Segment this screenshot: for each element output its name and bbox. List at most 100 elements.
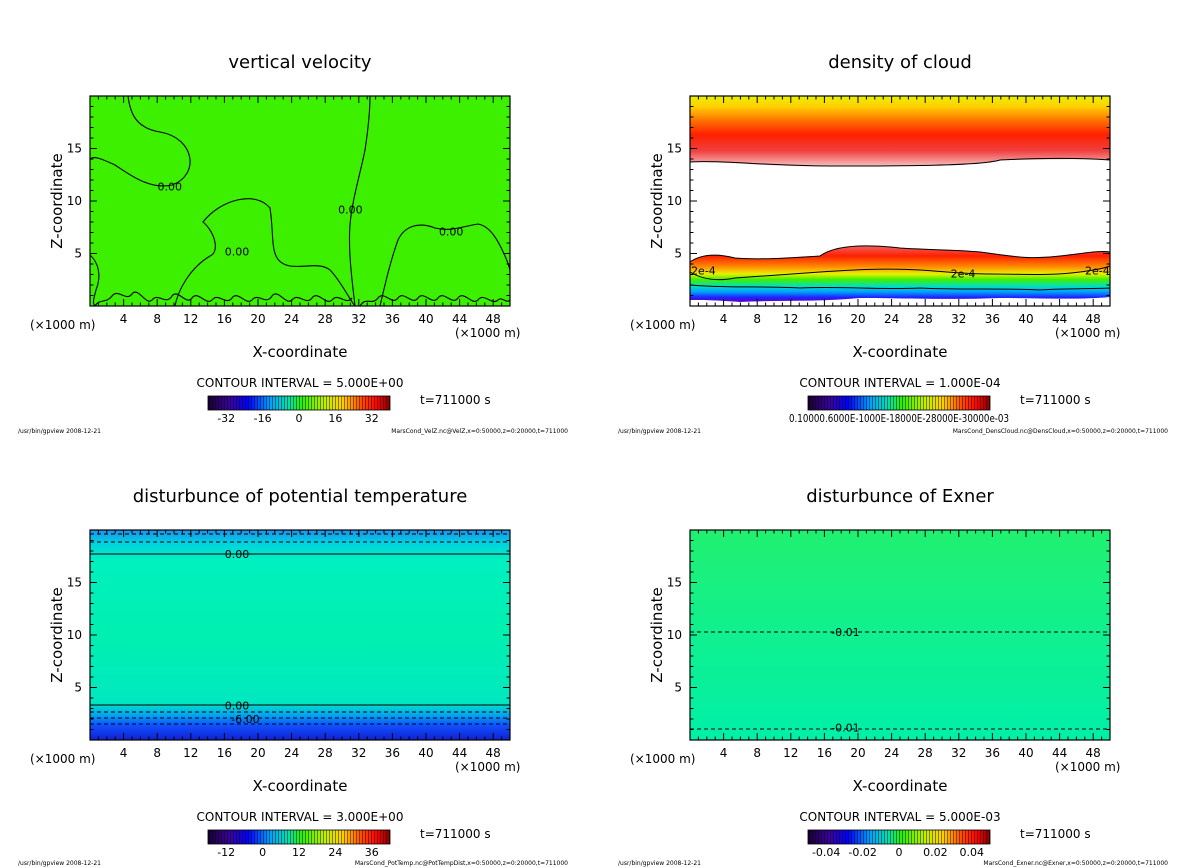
colorbar-tick-label: 32 [365,412,379,425]
colorbar-stripes [208,830,390,844]
x-tick-label: 32 [951,312,966,326]
x-tick-label: 44 [1052,746,1067,760]
x-unit-right: (×1000 m) [1055,760,1120,774]
x-tick-label: 20 [850,746,865,760]
contour-label: 0.00 [158,180,183,193]
x-tick-label: 48 [1086,746,1101,760]
y-axis-label: Z-coordinate [48,153,66,248]
x-tick-label: 32 [351,746,366,760]
plot-field [90,530,510,740]
chart-title: density of cloud [828,52,972,73]
x-unit-left: (×1000 m) [30,752,95,766]
y-tick-label: 5 [74,681,82,695]
x-tick-label: 8 [753,312,761,326]
x-tick-label: 36 [985,746,1000,760]
x-tick-label: 12 [183,312,198,326]
colorbar-frame [807,395,991,411]
x-tick-label: 24 [884,312,899,326]
contour-label: 2e-4 [951,267,976,280]
colorbar-tick-label: 0.10000.6000E-1000E-18000E-28000E-30000e… [789,412,1009,425]
footer-left: /usr/bin/gpview 2008-12-21 [618,860,701,867]
colorbar-ticks: -0.04 -0.02 0 0.02 0.04 [812,846,984,859]
x-tick-label: 12 [783,746,798,760]
footer-right: MarsCond_PotTemp.nc@PotTempDist,x=0:5000… [355,860,568,867]
footer-right: MarsCond_DensCloud.nc@DensCloud,x=0:5000… [953,428,1168,435]
x-tick-label: 28 [318,746,333,760]
x-unit-left: (×1000 m) [30,318,95,332]
x-tick-label: 16 [817,312,832,326]
contour-interval: CONTOUR INTERVAL = 5.000E+00 [197,376,404,390]
y-tick-label: 10 [667,194,682,208]
colorbar-tick-label: -12 [217,846,235,859]
x-tick-label: 36 [385,746,400,760]
time-label: t=711000 s [420,827,491,841]
x-unit-right: (×1000 m) [455,760,520,774]
x-tick-label: 44 [452,312,467,326]
y-tick-label: 15 [667,142,682,156]
x-axis-label: X-coordinate [853,777,948,795]
chart-title: disturbunce of Exner [806,486,994,507]
colorbar-tick-label: -32 [217,412,235,425]
contour-label: -0.01 [831,721,859,734]
x-tick-label: 48 [486,746,501,760]
chart-title: vertical velocity [228,52,372,73]
cloud-band-upper [690,96,1110,167]
plot-field [690,530,1110,740]
contour-label: 0.00 [225,548,250,561]
x-tick-label: 24 [884,746,899,760]
x-tick-label: 28 [918,746,933,760]
footer-right: MarsCond_Exner.nc@Exner,x=0:50000,z=0:20… [983,860,1168,867]
colorbar-tick-label: -0.02 [848,846,876,859]
x-tick-label: 20 [250,312,265,326]
contour-labels: 2e-4 2e-4 2e-4 [691,264,1110,280]
y-tick-label: 10 [667,628,682,642]
contour-label: 0.00 [338,203,363,216]
x-tick-label: 36 [385,312,400,326]
time-label: t=711000 s [1020,827,1091,841]
x-tick-label: 48 [486,312,501,326]
x-unit-left: (×1000 m) [630,318,695,332]
colorbar-tick-label: -16 [254,412,272,425]
colorbar-stripes [808,396,990,410]
contour-interval: CONTOUR INTERVAL = 3.000E+00 [197,810,404,824]
colorbar-tick-label: -0.04 [812,846,840,859]
x-unit-right: (×1000 m) [455,326,520,340]
contour-label: -0.01 [831,626,859,639]
colorbar-tick-label: 0.04 [960,846,985,859]
contour-label: 0.00 [225,699,250,712]
y-axis-label: Z-coordinate [48,587,66,682]
contour-label: 0.00 [439,225,464,238]
contour-label: 2e-4 [691,264,716,277]
y-axis-label: Z-coordinate [648,587,666,682]
contour-label: 2e-4 [1085,264,1110,277]
x-tick-label: 20 [850,312,865,326]
contour-lines [689,158,1111,291]
y-tick-label: 5 [74,247,82,261]
colorbar-tick-label: 0 [259,846,266,859]
x-tick-label: 4 [720,312,728,326]
x-tick-label: 32 [951,746,966,760]
x-tick-label: 36 [985,312,1000,326]
colorbar-tick-label: 16 [328,412,342,425]
x-tick-label: 16 [217,746,232,760]
panel-potential-temperature: disturbunce of potential temperature 0.0… [18,486,568,867]
x-tick-label: 28 [918,312,933,326]
colorbar-stripes [208,396,390,410]
colorbar-frame [807,829,991,845]
x-tick-label: 8 [153,746,161,760]
x-tick-label: 32 [351,312,366,326]
y-tick-label: 15 [667,576,682,590]
colorbar-tick-label: 0 [296,412,303,425]
x-axis-label: X-coordinate [853,343,948,361]
contour-lines [89,95,511,307]
footer-left: /usr/bin/gpview 2008-12-21 [18,428,101,435]
colorbar-frame [207,829,391,845]
contour-interval: CONTOUR INTERVAL = 5.000E-03 [799,810,1000,824]
x-tick-label: 40 [418,312,433,326]
panel-exner: disturbunce of Exner -0.01-0.01 4 8 12 16 20… [618,486,1168,867]
x-tick-label: 8 [753,746,761,760]
x-tick-label: 44 [452,746,467,760]
y-tick-label: 10 [67,194,82,208]
